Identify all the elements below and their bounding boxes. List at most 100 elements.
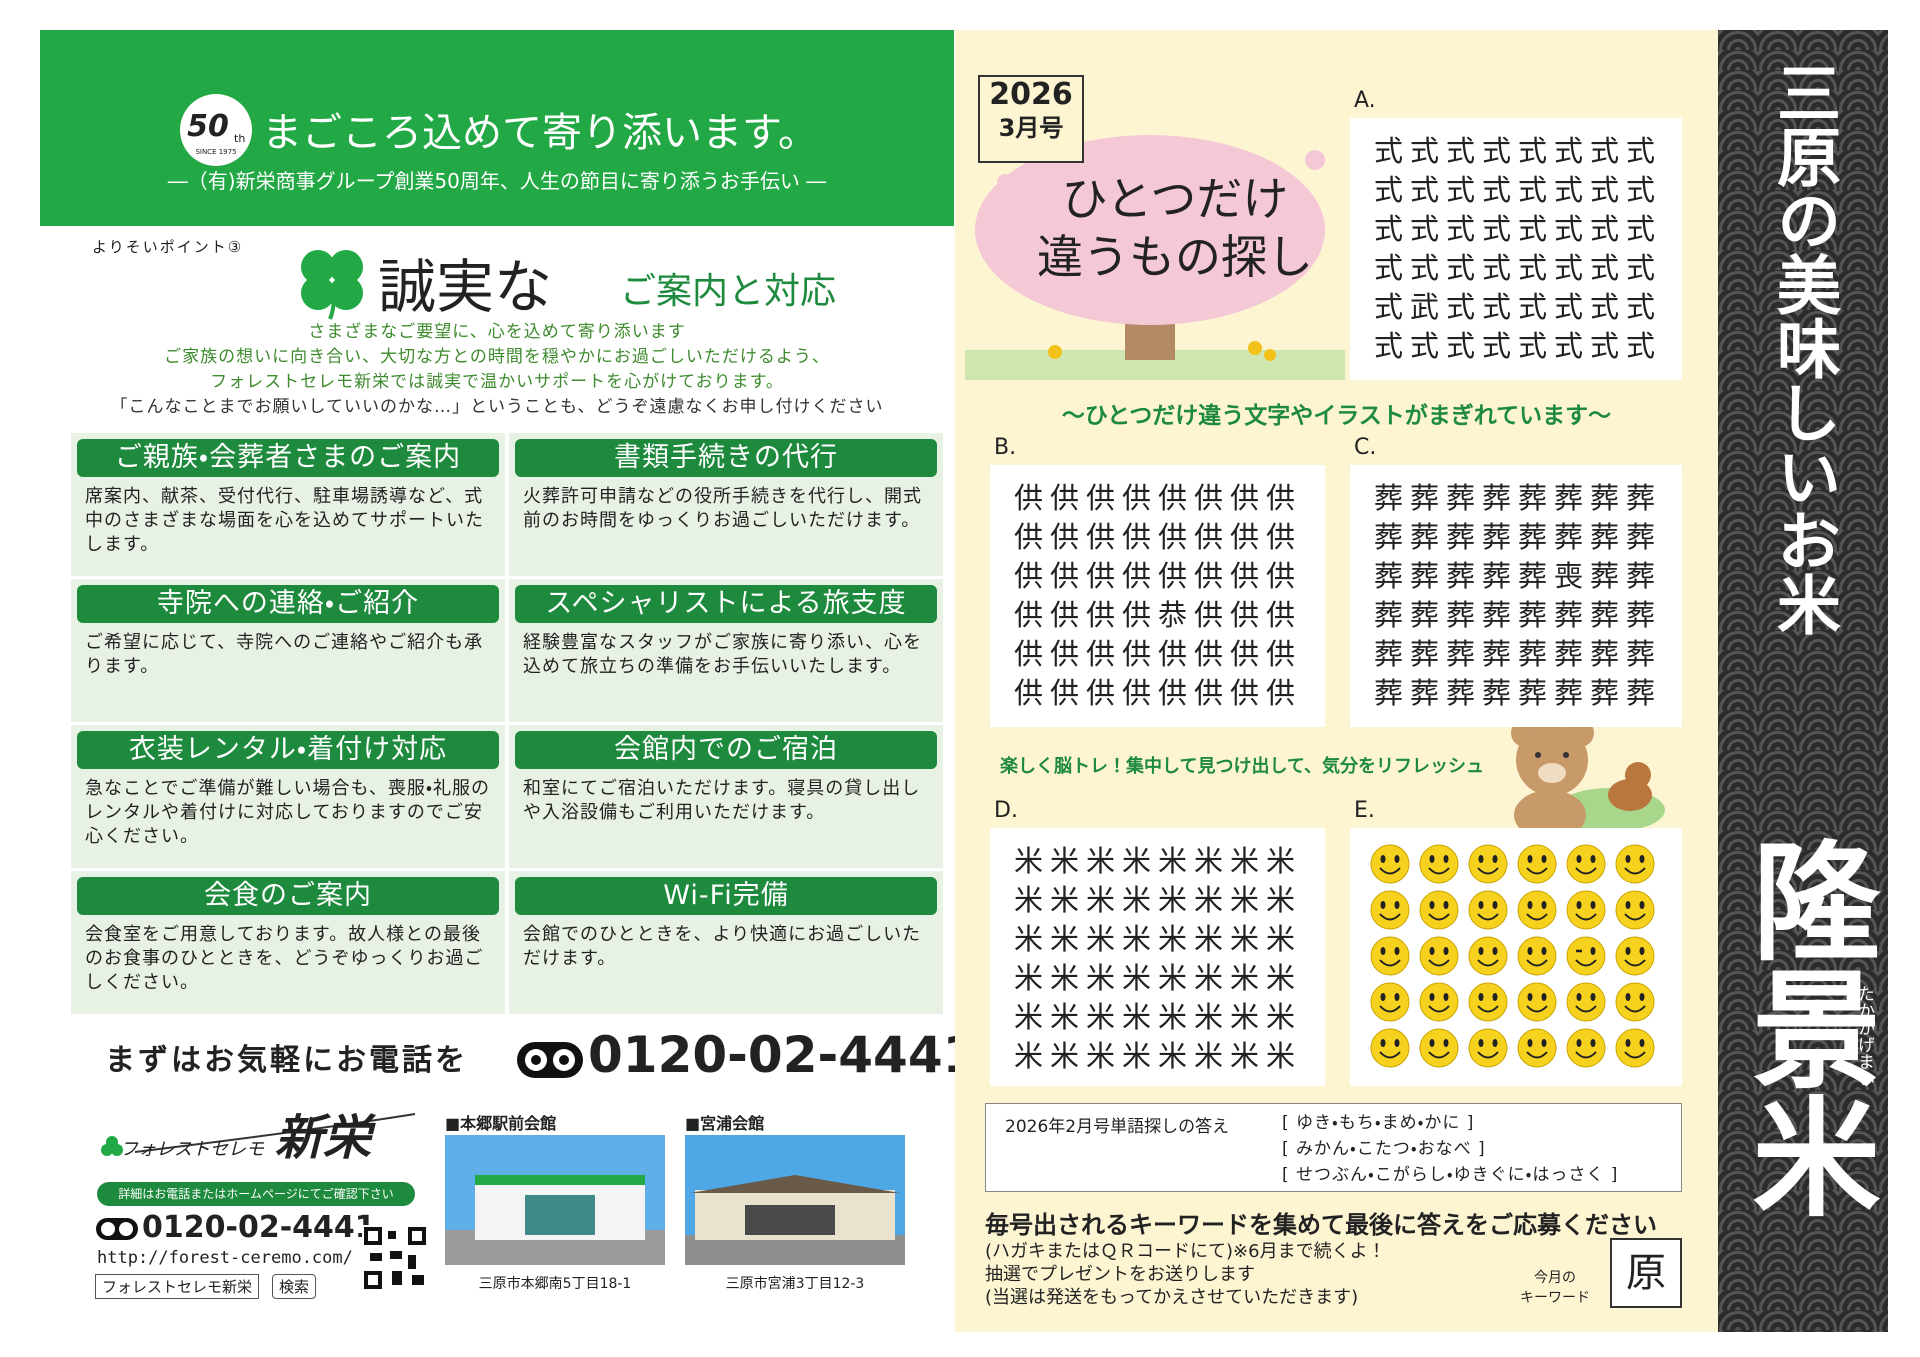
service-text: 火葬許可申請などの役所手続きを代行し、開式前のお時間をゆっくりお過ごしいただけま…	[523, 486, 922, 531]
badge-since: SINCE 1975	[195, 148, 236, 156]
point-title: 誠実な	[378, 253, 553, 321]
issue-month: 3月号	[998, 114, 1064, 142]
smiley	[1419, 890, 1459, 930]
grid-panel: 米米米米米米米米 米米米米米米米米 米米米米米米米米 米米米米米米米米 米米米米米米米米…	[990, 828, 1325, 1086]
service-title: 会館内でのご宿泊	[515, 731, 937, 769]
phone-icon	[517, 1042, 583, 1078]
puzzle-title-line: ひとつだけ	[1061, 172, 1289, 226]
grid-row: 米米米米米米米米	[1014, 844, 1303, 878]
keyword-heading: 毎号出されるキーワードを集めて最後に答えをご応募ください	[985, 1211, 1657, 1239]
hall-address: 三原市宮浦3丁目12-3	[725, 1276, 865, 1292]
service: ご親族・会葬者さまのご案内 席案内、献茶、受付代行、駐車場誘導など、式中のさまざま…	[70, 432, 506, 577]
answer-line: [ ゆき・もち・まめ・かに ]	[1282, 1113, 1475, 1133]
grid-row: 供供供供供供供供	[1014, 559, 1303, 593]
service-title: 寺院への連絡・ご紹介	[77, 585, 499, 623]
sidebar-band	[1718, 30, 1888, 1332]
point-line: フォレストセレモ新栄では誠実で温かいサポートを心がけております。	[210, 372, 784, 392]
smiley	[1566, 1028, 1606, 1068]
hall-photo	[445, 1135, 665, 1265]
sidebar-brand: 隆景米	[1730, 835, 1880, 1219]
smiley	[1468, 936, 1508, 976]
service-title: スペシャリストによる旅支度	[515, 585, 937, 623]
keyword-label: 今月の キーワード	[1520, 1268, 1590, 1308]
keyword-label-line: 今月の	[1534, 1270, 1576, 1286]
grid-rows: 供供供供供供供供 供供供供供供供供 供供供供供供供供 供供供供恭供供供 供供供供供供供供…	[1014, 479, 1302, 713]
point-line: ご家族の想いに向き合い、大切な方との時間を穏やかにお過ごしいただけるよう、	[164, 347, 830, 367]
phone-number: 0120-02-4441	[588, 1026, 978, 1084]
smiley	[1517, 982, 1557, 1022]
grid-row: 式式式式式式式式	[1374, 134, 1663, 168]
grid-label: E.	[1354, 798, 1375, 823]
hall-photo	[685, 1135, 905, 1265]
grid-row: 供供供供供供供供	[1014, 481, 1303, 515]
grid-label: C.	[1354, 435, 1377, 460]
point-lines: さまざまなご要望に、心を込めて寄り添います ご家族の想いに向き合い、大切な方との時…	[40, 320, 954, 420]
smiley	[1370, 982, 1410, 1022]
service: 会館内でのご宿泊 和室にてご宿泊いただけます。寝具の貸し出しや入浴設備もご利用いた…	[508, 724, 944, 869]
grid-row: 米米米米米米米米	[1014, 1039, 1303, 1073]
keyword-line: (ハガキまたはＱＲコードにて)※6月まで続くよ！	[985, 1241, 1386, 1262]
call-text: まずはお気軽にお電話を	[105, 1043, 468, 1078]
grid-row: 式式式式式式式式	[1374, 251, 1663, 285]
smiley	[1566, 936, 1606, 976]
service-title: Wi-Fi完備	[515, 877, 937, 915]
puzzle-title-line: 違うもの探し	[1037, 230, 1313, 284]
point-subtitle: ご案内と対応	[620, 271, 837, 312]
search-button[interactable]: 検索	[272, 1274, 317, 1299]
logo-note: 詳細はお電話またはホームページにてご確認下さい	[97, 1182, 415, 1206]
smiley	[1615, 936, 1655, 976]
answer-line: [ せつぶん・こがらし・ゆきぐに・はっさく ]	[1282, 1165, 1619, 1185]
grid-row: 供供供供供供供供	[1014, 520, 1303, 554]
sidebar-reading: たかかげまい	[1854, 985, 1874, 1087]
grid-panel: 供供供供供供供供 供供供供供供供供 供供供供供供供供 供供供供恭供供供 供供供供供供供供…	[990, 465, 1325, 727]
service-text: 経験豊富なスタッフがご家族に寄り添い、心を込めて旅立ちの準備をお手伝いいたします…	[523, 632, 922, 677]
smiley	[1419, 844, 1459, 884]
grid-label: B.	[994, 435, 1017, 460]
grid-row: 米米米米米米米米	[1014, 922, 1303, 956]
smiley	[1615, 890, 1655, 930]
smiley	[1419, 982, 1459, 1022]
smiley-grid	[1370, 844, 1655, 1068]
bear-illustration	[1511, 719, 1665, 840]
service-title: 衣装レンタル・着付け対応	[77, 731, 499, 769]
grid-rows: 式式式式式式式式 式式式式式式式式 式式式式式式式式 式式式式式式式式 式武式式式式式式…	[1374, 132, 1662, 366]
service-text: ご希望に応じて、寺院へのご連絡やご紹介も承ります。	[85, 632, 484, 677]
grid-row: 葬葬葬葬葬葬葬葬	[1374, 676, 1663, 710]
grid-row: 供供供供供供供供	[1014, 637, 1303, 671]
service: 会食のご案内会食室をご用意しております。故人様との最後のお食事のひとときを、どう…	[70, 870, 506, 1015]
smiley	[1370, 890, 1410, 930]
issue-year: 2026	[989, 77, 1073, 112]
badge-number: 50	[187, 109, 229, 144]
grid-row: 葬葬葬葬葬葬葬葬	[1374, 481, 1663, 515]
grid-row: 米米米米米米米米	[1014, 883, 1303, 917]
grid-rows: 米米米米米米米米 米米米米米米米米 米米米米米米米米 米米米米米米米米 米米米米米米米米…	[1014, 842, 1302, 1076]
service-text: 会食室をご用意しております。故人様との最後のお食事のひとときを、どうぞゆっくりお…	[85, 924, 484, 993]
hall-name: ■宮浦会館	[685, 1114, 765, 1133]
puzzle-subtitle: 〜ひとつだけ違う文字やイラストがまぎれています〜	[1061, 403, 1612, 429]
keyword-line: 抽選でプレゼントをお送りします	[985, 1264, 1255, 1285]
header-title: まごころ込めて寄り添います。	[262, 110, 818, 156]
point-line: 「こんなことまでお願いしていいのかな…」ということも、どうぞ遠慮なくお申し付けく…	[110, 397, 884, 417]
service: Wi-Fi完備 会館でのひとときを、より快適にお過ごしいただけます。	[508, 870, 944, 1015]
smiley	[1419, 936, 1459, 976]
phone-icon-small	[96, 1218, 138, 1240]
grid-panel	[1350, 828, 1682, 1086]
badge: 50 th SINCE 1975	[180, 94, 252, 166]
smiley	[1468, 890, 1508, 930]
smiley	[1370, 844, 1410, 884]
answers-label: 2026年2月号単語探しの答え	[1005, 1117, 1230, 1137]
service: 衣装レンタル・着付け対応 急なことでご準備が難しい場合も、喪服・礼服のレンタルや着…	[70, 724, 506, 869]
service-title: 書類手続きの代行	[515, 439, 937, 477]
service: 寺院への連絡・ご紹介ご希望に応じて、寺院へのご連絡やご紹介も承ります。	[70, 578, 506, 723]
service-title: 会食のご案内	[77, 877, 499, 915]
grid-label: D.	[994, 798, 1018, 823]
keyword-answer: 原	[1610, 1238, 1682, 1308]
grid-row: 葬葬葬葬葬葬葬葬	[1374, 598, 1663, 632]
puzzle-refresh: 楽しく脳トレ！集中して見つけ出して、気分をリフレッシュ	[1000, 756, 1485, 777]
service-text: 席案内、献茶、受付代行、駐車場誘導など、式中のさまざまな場面を心を込めてサポート…	[85, 486, 484, 555]
url: http://forest-ceremo.com/	[97, 1248, 353, 1268]
sidebar-title: 三原の美味しいお米	[1766, 60, 1841, 636]
keyword-line: (当選は発送をもってかえさせていただきます)	[985, 1287, 1359, 1308]
answer-line: [ みかん・こたつ・おなべ ]	[1282, 1139, 1486, 1159]
